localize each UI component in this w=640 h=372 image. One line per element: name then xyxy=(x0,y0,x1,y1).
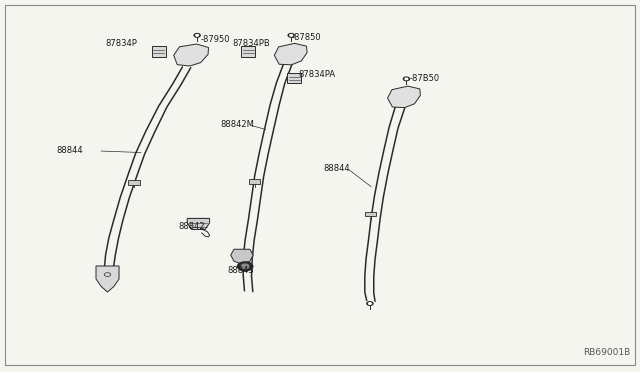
Circle shape xyxy=(290,35,292,36)
FancyBboxPatch shape xyxy=(365,212,376,216)
Circle shape xyxy=(194,33,200,37)
Text: 88842M: 88842M xyxy=(220,120,254,129)
Polygon shape xyxy=(275,44,307,65)
Text: -87850: -87850 xyxy=(292,33,321,42)
Text: 88842: 88842 xyxy=(178,222,205,231)
Circle shape xyxy=(367,302,373,305)
Text: 88843: 88843 xyxy=(227,266,254,275)
Circle shape xyxy=(196,35,198,36)
FancyBboxPatch shape xyxy=(287,73,301,83)
Text: 88844: 88844 xyxy=(56,146,83,155)
Polygon shape xyxy=(173,44,209,66)
Text: 87834PB: 87834PB xyxy=(232,39,270,48)
Text: RB69001B: RB69001B xyxy=(583,348,630,357)
Text: 87834P: 87834P xyxy=(106,39,138,48)
Polygon shape xyxy=(96,266,119,292)
FancyBboxPatch shape xyxy=(152,46,166,57)
Polygon shape xyxy=(388,86,420,108)
Circle shape xyxy=(288,33,294,37)
Polygon shape xyxy=(187,218,210,230)
Text: 87834PA: 87834PA xyxy=(298,70,335,79)
Circle shape xyxy=(405,78,408,80)
FancyBboxPatch shape xyxy=(249,179,260,184)
FancyBboxPatch shape xyxy=(128,180,140,185)
Circle shape xyxy=(241,264,249,269)
Circle shape xyxy=(403,77,410,81)
Text: 88844: 88844 xyxy=(323,164,350,173)
Text: -87950: -87950 xyxy=(200,35,230,44)
Text: -87B50: -87B50 xyxy=(410,74,440,83)
Circle shape xyxy=(369,303,371,304)
Polygon shape xyxy=(231,249,253,264)
FancyBboxPatch shape xyxy=(241,46,255,57)
Circle shape xyxy=(237,262,253,271)
